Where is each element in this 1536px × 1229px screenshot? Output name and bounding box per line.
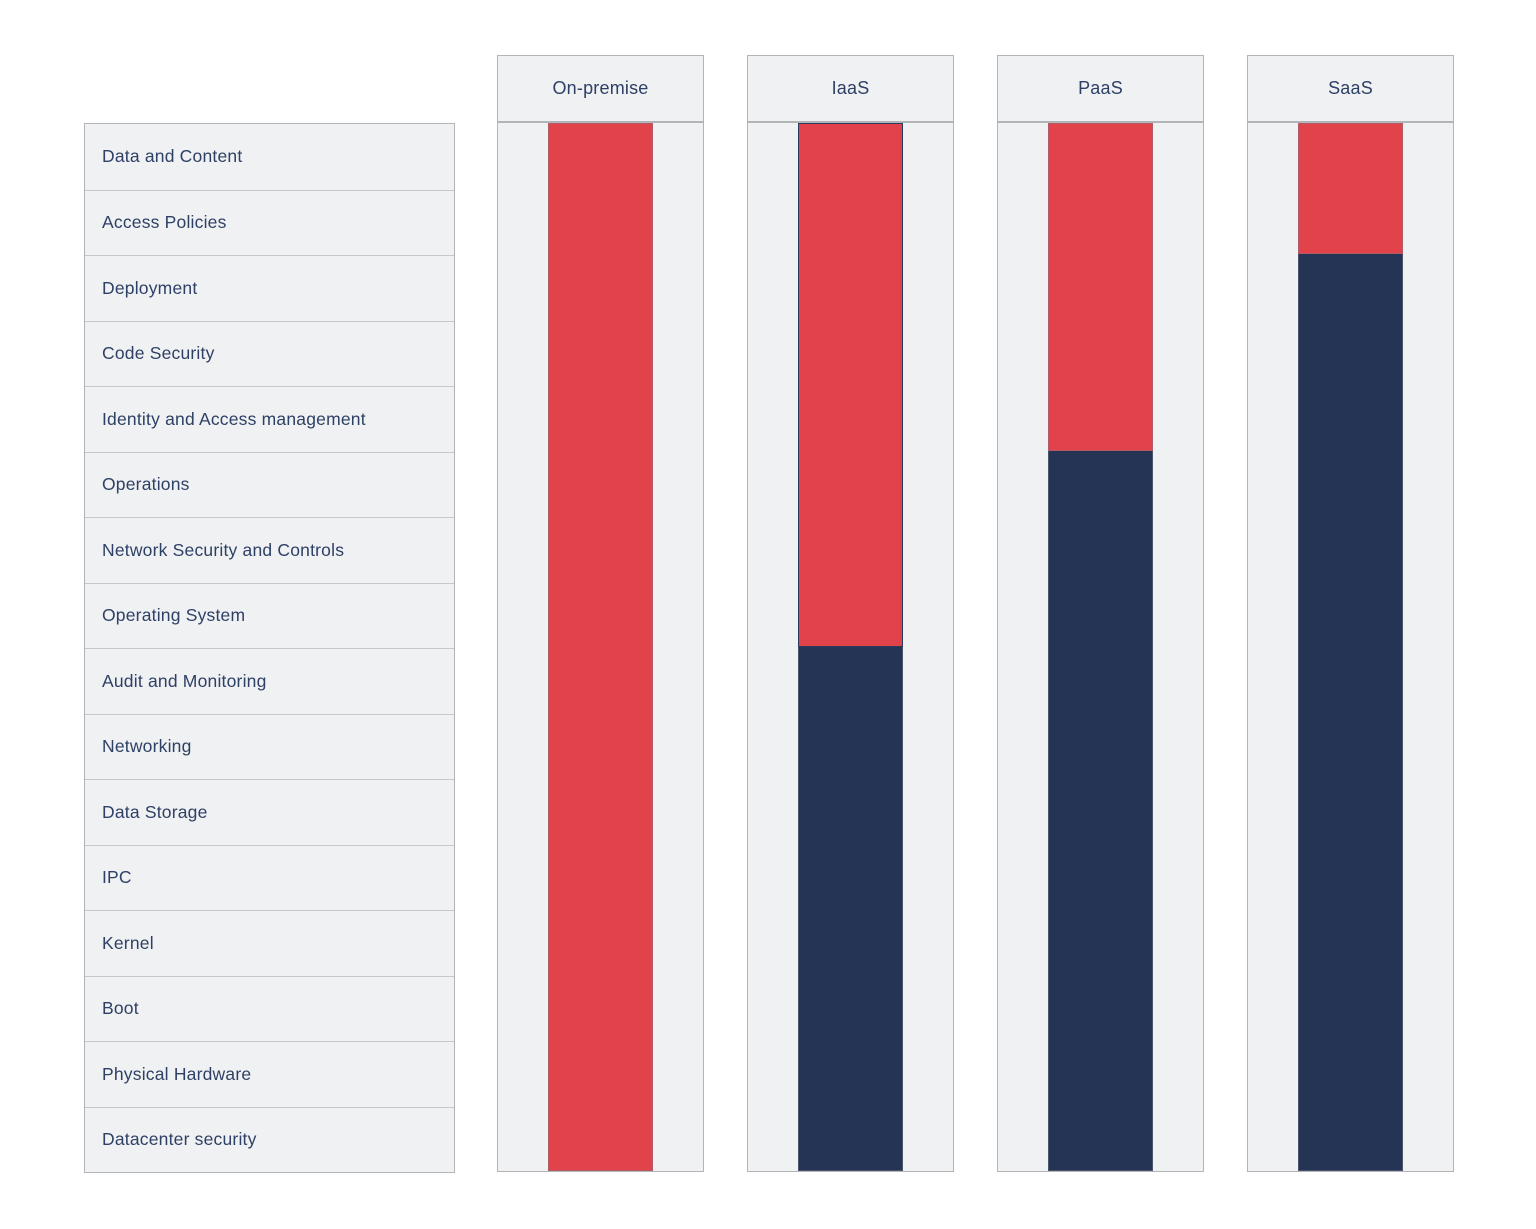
layer-row: Physical Hardware: [85, 1041, 454, 1107]
layer-label: Physical Hardware: [102, 1063, 252, 1084]
bar-red-segment: [1298, 123, 1403, 254]
layer-row: IPC: [85, 844, 454, 910]
layer-label: Datacenter security: [102, 1129, 257, 1150]
column-title: SaaS: [1328, 78, 1373, 98]
layer-label: Deployment: [102, 277, 198, 298]
responsibility-bar: [798, 123, 903, 1171]
column-header-on-premise: On-premise: [497, 55, 704, 122]
layer-row: Networking: [85, 713, 454, 779]
responsibility-bar: [548, 123, 653, 1171]
bar-navy-segment: [1298, 254, 1403, 1171]
layer-row: Network Security and Controls: [85, 517, 454, 583]
layer-row: Operations: [85, 451, 454, 517]
layer-label: Operations: [102, 474, 190, 495]
column-header-iaas: IaaS: [747, 55, 954, 122]
layer-row: Data Storage: [85, 779, 454, 845]
layer-label: Boot: [102, 998, 139, 1019]
layer-label: Access Policies: [102, 212, 227, 233]
layer-row: Boot: [85, 975, 454, 1041]
bar-red-segment: [798, 123, 903, 647]
column-body-on-premise: [497, 122, 704, 1172]
layer-row: Identity and Access management: [85, 386, 454, 452]
layer-label: Identity and Access management: [102, 408, 366, 429]
column-body-iaas: [747, 122, 954, 1172]
responsibility-bar: [1298, 123, 1403, 1171]
bar-red-segment: [1048, 123, 1153, 451]
layers-panel: Data and Content Access Policies Deploymen…: [84, 123, 455, 1173]
layer-label: Data Storage: [102, 801, 208, 822]
layer-row: Deployment: [85, 255, 454, 321]
column-body-paas: [997, 122, 1204, 1172]
layer-row: Data and Content: [85, 124, 454, 190]
column-header-saas: SaaS: [1247, 55, 1454, 122]
layer-label: Operating System: [102, 605, 246, 626]
layer-label: Audit and Monitoring: [102, 670, 267, 691]
responsibility-bar: [1048, 123, 1153, 1171]
layer-row: Code Security: [85, 320, 454, 386]
layer-row: Datacenter security: [85, 1106, 454, 1172]
layer-label: Code Security: [102, 343, 215, 364]
layer-row: Operating System: [85, 582, 454, 648]
layer-label: Network Security and Controls: [102, 539, 345, 560]
bar-navy-segment: [798, 647, 903, 1171]
bar-red-segment: [548, 123, 653, 1171]
layer-row: Kernel: [85, 910, 454, 976]
column-title: PaaS: [1078, 78, 1123, 98]
column-header-paas: PaaS: [997, 55, 1204, 122]
column-body-saas: [1247, 122, 1454, 1172]
layer-row: Audit and Monitoring: [85, 648, 454, 714]
bar-navy-segment: [1048, 450, 1153, 1171]
layer-label: Data and Content: [102, 146, 243, 167]
layer-label: Kernel: [102, 932, 154, 953]
layer-row: Access Policies: [85, 189, 454, 255]
column-title: On-premise: [552, 78, 649, 98]
column-title: IaaS: [831, 78, 870, 98]
layer-label: Networking: [102, 736, 192, 757]
layer-label: IPC: [102, 867, 132, 888]
